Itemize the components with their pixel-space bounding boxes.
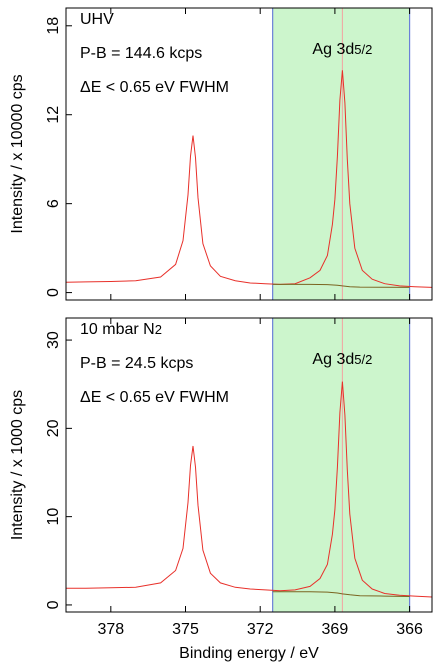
subscript: 5/2: [354, 42, 372, 57]
text-part: UHV: [80, 11, 114, 28]
x-tick-label: 378: [97, 621, 124, 638]
text-part: ΔE < 0.65 eV FWHM: [80, 79, 229, 96]
x-tick-label: 366: [396, 621, 423, 638]
x-tick-label: 375: [172, 621, 199, 638]
y-tick-label: 10: [45, 508, 62, 526]
spectrum-line: [272, 283, 410, 288]
subscript: 2: [155, 322, 162, 337]
subscript: 5/2: [354, 352, 372, 367]
annotation: 10 mbar N2: [80, 321, 162, 338]
y-tick-label: 18: [45, 17, 62, 35]
x-tick-label: 372: [247, 621, 274, 638]
x-axis-label: Binding energy / eV: [179, 645, 319, 662]
text-part: Ag 3d: [312, 41, 354, 58]
text-part: ΔE < 0.65 eV FWHM: [80, 389, 229, 406]
y-tick-label: 20: [45, 419, 62, 437]
spectrum-line: [66, 381, 433, 598]
text-part: P-B = 24.5 kcps: [80, 355, 193, 372]
annotation: UHV: [80, 11, 114, 28]
text-part: 10 mbar N: [80, 321, 155, 338]
region: [272, 318, 410, 612]
x-tick-label: 369: [322, 621, 349, 638]
y-axis-label: Intensity / x 10000 cps: [9, 74, 26, 233]
annotation: ΔE < 0.65 eV FWHM: [80, 389, 229, 406]
spectrum-line: [272, 591, 410, 597]
annotation: ΔE < 0.65 eV FWHM: [80, 79, 229, 96]
text-part: P-B = 144.6 kcps: [80, 45, 202, 62]
region: [272, 8, 410, 300]
y-tick-label: 0: [45, 600, 62, 609]
peak-label: Ag 3d5/2: [312, 351, 372, 368]
plot-frame: [65, 7, 433, 301]
y-axis-label: Intensity / x 1000 cps: [9, 390, 26, 540]
y-tick-label: 0: [45, 288, 62, 297]
y-tick-label: 12: [45, 106, 62, 124]
text-part: Ag 3d: [312, 351, 354, 368]
y-tick-label: 30: [45, 331, 62, 349]
annotation: P-B = 24.5 kcps: [80, 355, 193, 372]
y-tick-label: 6: [45, 199, 62, 208]
annotation: P-B = 144.6 kcps: [80, 45, 202, 62]
plot-frame: [65, 317, 433, 613]
peak-label: Ag 3d5/2: [312, 41, 372, 58]
